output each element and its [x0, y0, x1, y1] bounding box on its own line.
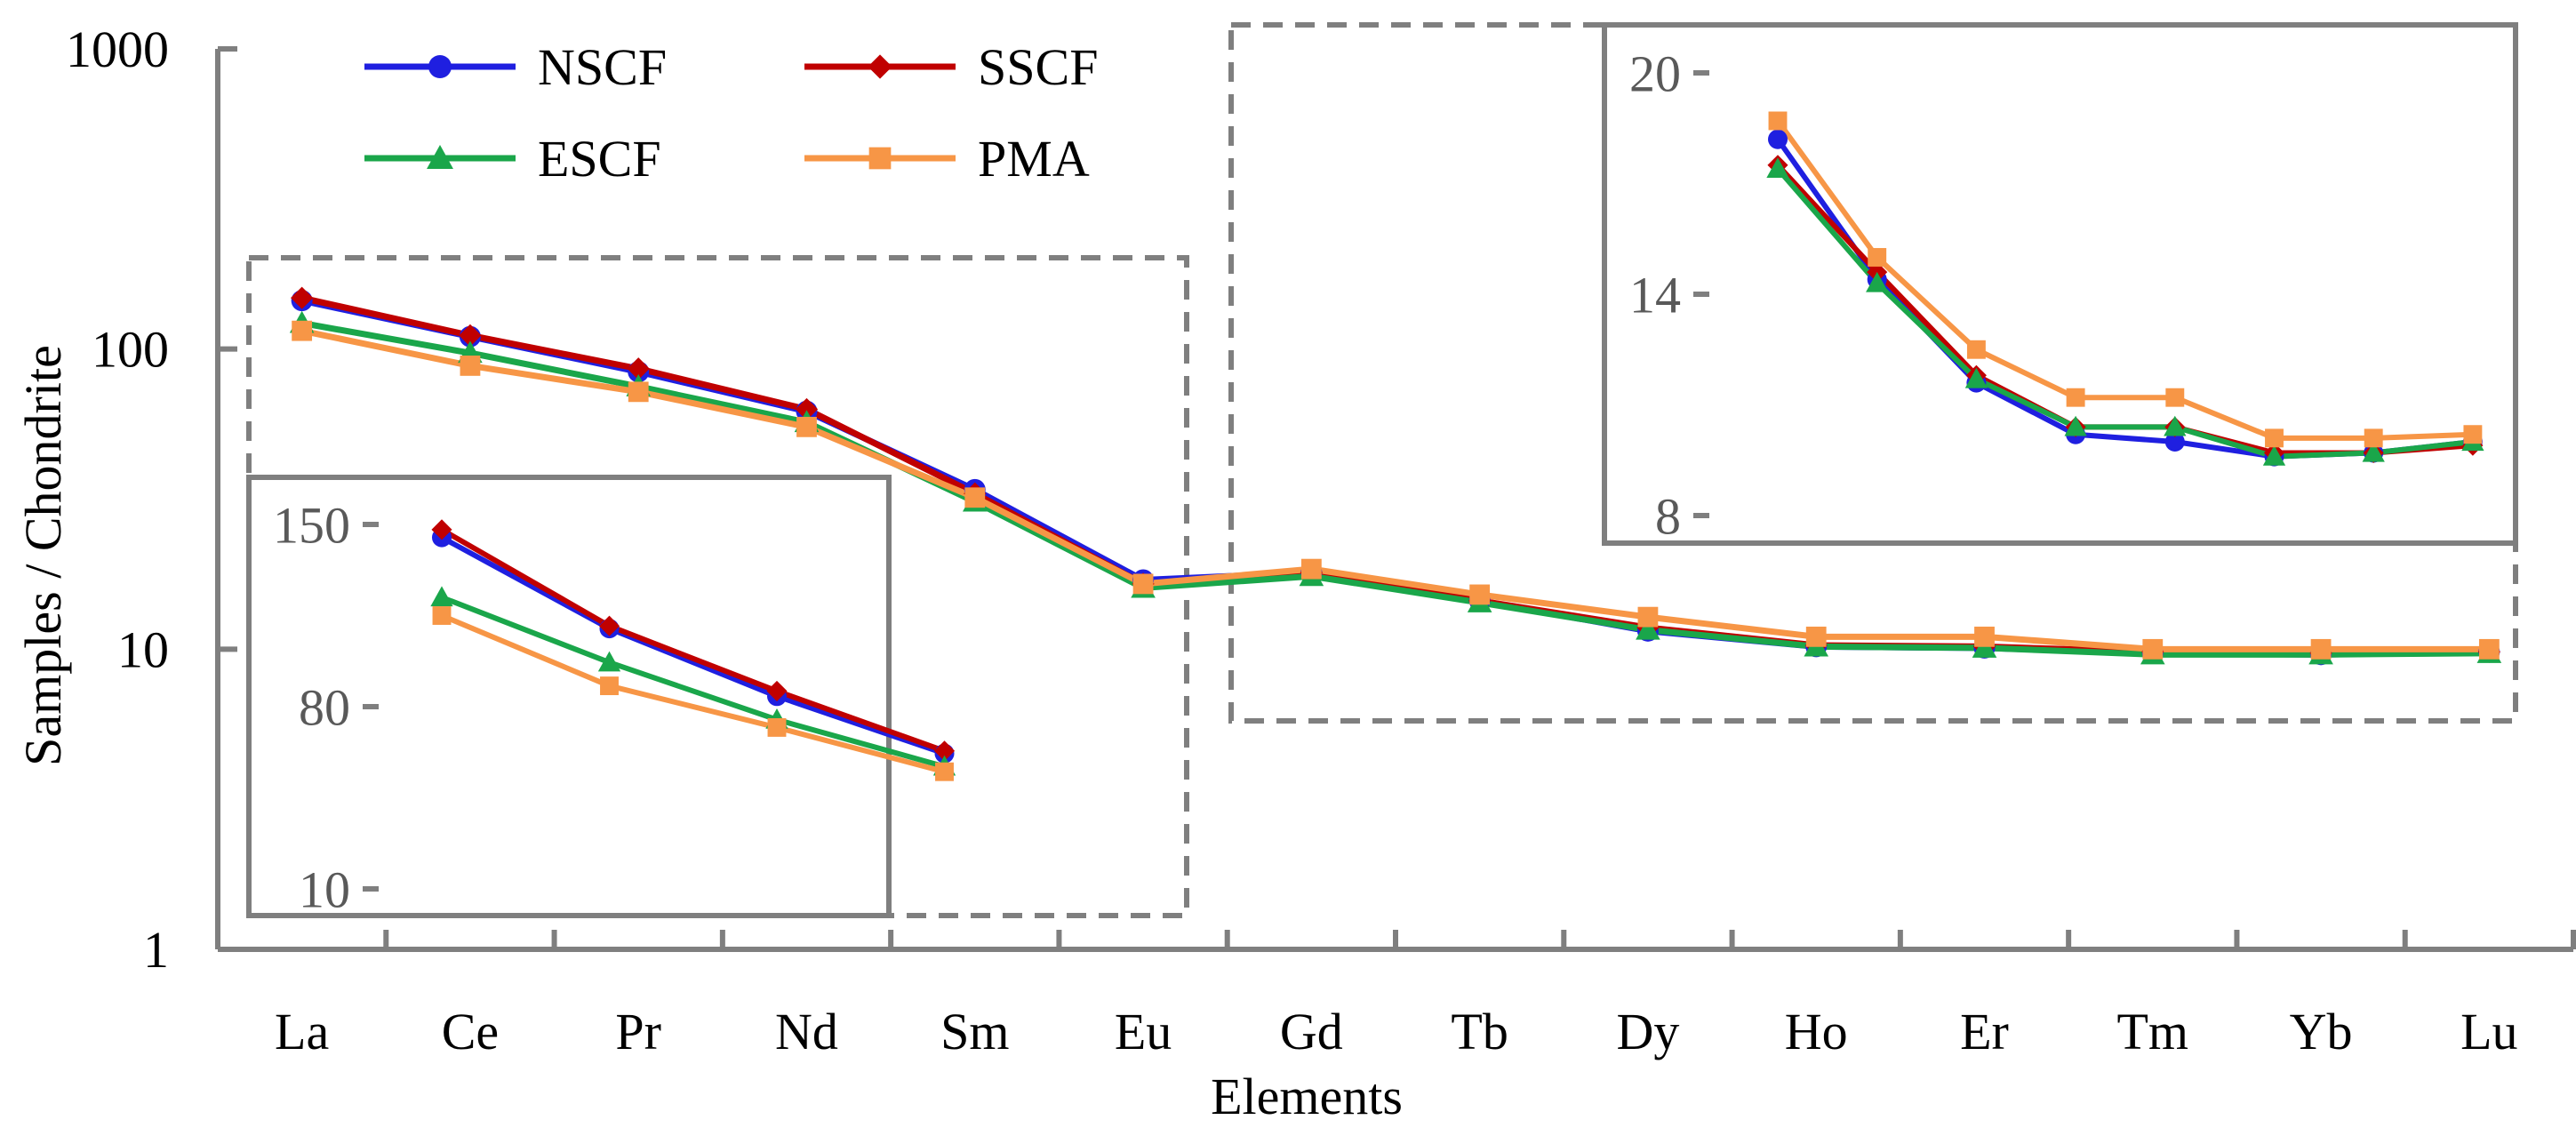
x-tick-label-tm: Tm: [2117, 1003, 2189, 1060]
inset-right-line-escf: [1775, 166, 2474, 460]
point-pma-la: [292, 320, 313, 341]
legend-marker-pma: [868, 147, 892, 170]
inset-left-point-sscf-pr: [766, 680, 788, 701]
main-series: [289, 286, 2502, 666]
point-sscf-pr: [627, 357, 650, 380]
point-pma-lu: [2478, 638, 2500, 660]
inset-right-point-escf-dy: [1964, 367, 1988, 388]
inset-left-point-pma-nd: [935, 762, 954, 781]
inset-left-line-pma: [440, 612, 946, 775]
inset-left-point-pma-pr: [767, 717, 787, 737]
point-pma-sm: [964, 487, 986, 508]
x-tick-label-ce: Ce: [442, 1003, 499, 1060]
point-pma-ce: [460, 356, 481, 376]
inset-right-point-pma-dy: [1966, 340, 1986, 359]
inset-right: 8 14 20 Inset: Gd–Lu: [0, 0, 2484, 545]
inset-left-point-sscf-la: [431, 519, 452, 540]
legend-marker-escf: [427, 145, 453, 169]
legend-label-escf: ESCF: [538, 130, 661, 188]
inset-left-y-tick-label-150: 150: [273, 496, 350, 554]
inset-right-point-nscf-er: [2164, 432, 2185, 452]
x-tick-label-lu: Lu: [2460, 1003, 2517, 1060]
inset-right-point-escf-tm: [2262, 444, 2286, 466]
inset-right-point-escf-er: [2164, 415, 2187, 436]
inset-right-frame: [1602, 22, 2518, 546]
inset-left-point-escf-ce: [597, 651, 621, 672]
point-pma-ho: [1805, 626, 1827, 647]
inset-right-point-pma-lu: [2463, 425, 2483, 444]
inset-right-y-tick-label-20: 20: [1629, 44, 1681, 102]
y-tick-label-1: 1: [143, 921, 169, 979]
point-sscf-la: [291, 286, 314, 309]
inset-right-y-tick-label-8: 8: [1655, 487, 1681, 545]
inset-left-line-nscf: [440, 535, 946, 756]
inset-right-point-pma-tb: [1868, 248, 1887, 267]
legend-label-pma: PMA: [978, 130, 1090, 188]
x-tick-label-tb: Tb: [1451, 1003, 1508, 1060]
inset-right-line-pma: [1775, 119, 2474, 441]
point-pma-yb: [2310, 638, 2332, 660]
inset-left-line-escf: [440, 595, 946, 770]
y-tick-label-10: 10: [117, 620, 169, 678]
inset-left-y-tick-label-80: 80: [299, 678, 350, 736]
y-tick-label-1000: 1000: [66, 20, 169, 78]
x-tick-label-er: Er: [1960, 1003, 2009, 1060]
inset-right-point-pma-ho: [2066, 388, 2085, 407]
inset-right-point-pma-er: [2165, 388, 2185, 407]
point-pma-tb: [1469, 584, 1491, 605]
inset-right-point-escf-gd: [1766, 157, 1789, 179]
series-line-escf: [301, 320, 2490, 658]
inset-left-point-pma-ce: [600, 676, 619, 696]
x-tick-label-sm: Sm: [940, 1003, 1009, 1060]
inset-left-line-sscf: [440, 527, 946, 754]
legend-label-sscf: SSCF: [978, 38, 1098, 96]
legend-marker-nscf: [428, 55, 452, 78]
x-tick-label-la: La: [275, 1003, 329, 1060]
inset-right-point-pma-yb: [2364, 428, 2383, 448]
inset-right-point-escf-ho: [2064, 415, 2087, 436]
x-tick-label-nd: Nd: [775, 1003, 838, 1060]
inset-right-point-pma-gd: [1768, 111, 1788, 131]
inset-left-title: Inset: La–Nd: [0, 0, 5, 1]
y-axis-label: Samples / Chondrite: [14, 345, 72, 766]
point-escf-dy: [1636, 617, 1660, 640]
inset-right-point-escf-yb: [2362, 441, 2385, 462]
x-tick-label-ho: Ho: [1785, 1003, 1848, 1060]
inset-right-title: Inset: Gd–Lu: [0, 0, 5, 1]
point-pma-gd: [1300, 558, 1322, 580]
inset-right-point-nscf-gd: [1768, 129, 1788, 149]
inset-left-point-sscf-nd: [933, 740, 956, 762]
inset-left: 10 80 150 Inset: La–Nd: [0, 0, 956, 918]
point-sscf-nd: [795, 397, 819, 421]
inset-left-y-tick-label-10: 10: [299, 860, 350, 918]
point-pma-dy: [1637, 606, 1659, 628]
x-tick-label-eu: Eu: [1115, 1003, 1172, 1060]
x-tick-label-dy: Dy: [1616, 1003, 1679, 1060]
point-sscf-ce: [459, 324, 482, 347]
inset-right-point-escf-tb: [1866, 271, 1889, 292]
main-axes: 1 10 100 1000 La Ce Pr Nd Sm Eu Gd Tb Dy Ho Er Tm Yb Lu: [66, 20, 2576, 1060]
x-tick-label-pr: Pr: [615, 1003, 661, 1060]
x-tick-label-gd: Gd: [1280, 1003, 1343, 1060]
inset-right-y-tick-label-14: 14: [1629, 266, 1681, 324]
legend-label-nscf: NSCF: [538, 38, 667, 96]
point-pma-eu: [1132, 573, 1154, 595]
point-pma-pr: [628, 381, 649, 403]
inset-left-point-pma-la: [432, 606, 452, 625]
x-axis-label: Elements: [1211, 1068, 1403, 1125]
x-tick-label-yb: Yb: [2290, 1003, 2353, 1060]
y-tick-label-100: 100: [92, 321, 169, 379]
legend-marker-sscf: [868, 54, 892, 79]
inset-left-point-sscf-ce: [598, 615, 620, 636]
point-pma-tm: [2142, 638, 2164, 660]
inset-right-point-pma-tm: [2265, 428, 2284, 448]
legend: NSCF SSCF ESCF PMA: [364, 38, 1098, 188]
point-pma-er: [1974, 626, 1995, 647]
point-pma-nd: [796, 416, 817, 437]
inset-left-point-escf-la: [430, 586, 453, 607]
series-line-pma: [300, 327, 2490, 652]
